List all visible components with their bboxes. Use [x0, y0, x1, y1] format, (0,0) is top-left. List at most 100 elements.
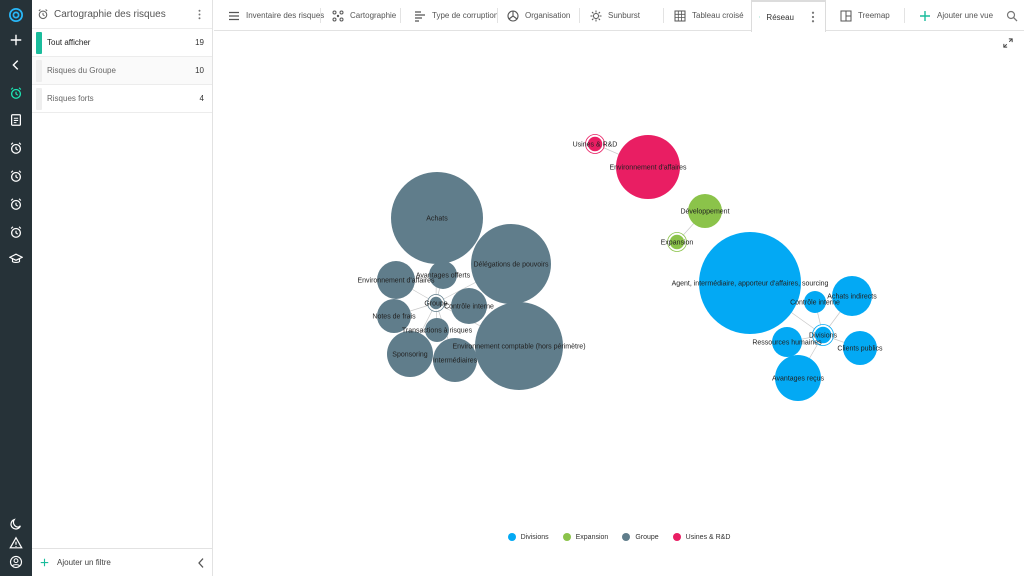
tab-label: Ajouter une vue: [937, 11, 994, 20]
tab-tableau-croise[interactable]: Tableau croisé: [674, 0, 744, 31]
filter-label: Risques forts: [47, 94, 94, 103]
alarm-icon[interactable]: [0, 193, 32, 215]
alarm-icon[interactable]: [0, 165, 32, 187]
tab-options-icon[interactable]: [807, 11, 825, 23]
list-icon: [229, 11, 239, 20]
filter-show-all[interactable]: Tout afficher 19: [32, 29, 212, 57]
graduation-cap-icon[interactable]: [0, 248, 32, 270]
network-node[interactable]: [772, 327, 802, 357]
alarm-icon[interactable]: [0, 221, 32, 243]
add-icon[interactable]: [0, 29, 32, 51]
app-logo-icon[interactable]: [0, 2, 32, 28]
tab-cartographie[interactable]: Cartographie: [332, 0, 396, 31]
tab-separator: [320, 8, 321, 23]
scatter-icon: [332, 10, 344, 21]
tab-treemap[interactable]: Treemap: [840, 0, 890, 31]
network-node[interactable]: [377, 261, 415, 299]
legend-swatch: [562, 533, 571, 541]
network-node[interactable]: [429, 261, 457, 289]
network-node[interactable]: [387, 331, 433, 377]
network-node-label: Divisions: [809, 333, 838, 340]
tab-label: Type de corruption: [432, 11, 499, 20]
hub-node-ring: [585, 134, 605, 154]
left-rail: [0, 0, 32, 576]
network-node[interactable]: [843, 331, 877, 365]
network-node[interactable]: [775, 355, 821, 401]
tab-type-corruption[interactable]: Type de corruption: [414, 0, 498, 31]
network-node[interactable]: [804, 291, 826, 313]
network-node-label: Sponsoring: [392, 352, 428, 359]
tab-separator: [663, 8, 664, 23]
warning-icon[interactable]: [0, 532, 32, 554]
network-node[interactable]: [699, 232, 801, 334]
alarm-icon[interactable]: [0, 137, 32, 159]
tab-organisation[interactable]: Organisation: [507, 0, 570, 31]
panel-header: Cartographie des risques: [32, 0, 212, 29]
network-node[interactable]: [475, 302, 563, 390]
network-node[interactable]: [616, 135, 680, 199]
tab-separator: [904, 8, 905, 23]
dark-mode-moon-icon[interactable]: [0, 513, 32, 535]
network-node[interactable]: [391, 172, 483, 264]
fullscreen-expand-icon[interactable]: [1003, 38, 1015, 50]
add-filter-button[interactable]: Ajouter un filtre: [57, 558, 111, 567]
document-icon[interactable]: [0, 109, 32, 131]
tab-label: Réseau: [766, 12, 794, 22]
filter-high-risks[interactable]: Risques forts 4: [32, 85, 212, 113]
search-button[interactable]: [1006, 0, 1018, 31]
network-node-label: Transactions à risques: [402, 328, 473, 335]
network-node[interactable]: [451, 288, 487, 324]
network-node-label: Intermédiaires: [433, 358, 478, 365]
network-node[interactable]: [377, 299, 411, 333]
filter-label: Tout afficher: [47, 38, 91, 47]
legend-item[interactable]: Groupe: [622, 533, 659, 541]
alarm-icon: [37, 8, 49, 20]
legend-swatch: [672, 533, 681, 541]
network-node-label: Délégations de pouvoirs: [473, 262, 549, 269]
user-account-icon[interactable]: [0, 551, 32, 573]
network-hub-node[interactable]: [586, 135, 604, 153]
hub-node-ring: [667, 232, 687, 252]
network-node[interactable]: [433, 338, 477, 382]
legend-item[interactable]: Usines & R&D: [672, 533, 731, 541]
tab-label: Treemap: [858, 11, 890, 20]
tab-label: Sunburst: [608, 11, 641, 20]
alarm-active-icon[interactable]: [0, 82, 32, 104]
tab-inventaire[interactable]: Inventaire des risques: [228, 0, 324, 31]
network-node[interactable]: [471, 224, 551, 304]
legend-swatch: [622, 533, 631, 541]
back-chevron-icon[interactable]: [0, 54, 32, 76]
collapse-panel-chevron-icon[interactable]: [197, 557, 205, 569]
treemap-icon: [840, 10, 852, 21]
more-options-icon[interactable]: [194, 7, 204, 21]
filter-panel: Cartographie des risques Tout afficher 1…: [32, 0, 213, 576]
network-node[interactable]: [425, 318, 449, 342]
filter-indicator: [36, 87, 42, 110]
tab-label: Tableau croisé: [692, 11, 744, 20]
network-node-label: Agent, intermédiaire, apporteur d'affair…: [672, 281, 829, 288]
add-view-button[interactable]: Ajouter une vue: [919, 0, 993, 31]
tab-reseau[interactable]: Réseau: [751, 0, 826, 32]
filter-count: 19: [195, 38, 204, 47]
network-node-label: Avantages offerts: [416, 273, 471, 280]
network-node-label: Achats: [426, 216, 448, 223]
network-node-label: Clients publics: [837, 346, 883, 353]
add-filter-plus-icon[interactable]: [40, 558, 49, 567]
tab-label: Organisation: [525, 11, 571, 20]
network-hub-node[interactable]: [668, 233, 686, 251]
legend-label: Usines & R&D: [685, 533, 731, 541]
network-nodes: [377, 134, 877, 401]
network-node[interactable]: [832, 276, 872, 316]
network-hub-node[interactable]: [813, 325, 833, 345]
tab-sunburst[interactable]: Sunburst: [590, 0, 640, 31]
network-node[interactable]: [688, 194, 722, 228]
legend-item[interactable]: Expansion: [562, 533, 608, 541]
network-node-label: Environnement comptable (hors périmètre): [452, 344, 585, 351]
legend-label: Divisions: [520, 533, 549, 541]
legend-item[interactable]: Divisions: [507, 533, 549, 541]
network-node-label: Environnement d'affaires: [609, 165, 687, 172]
filter-group-risks[interactable]: Risques du Groupe 10: [32, 57, 212, 85]
network-node-label: Usines & R&D: [573, 142, 618, 149]
network-hub-node[interactable]: [428, 295, 444, 311]
